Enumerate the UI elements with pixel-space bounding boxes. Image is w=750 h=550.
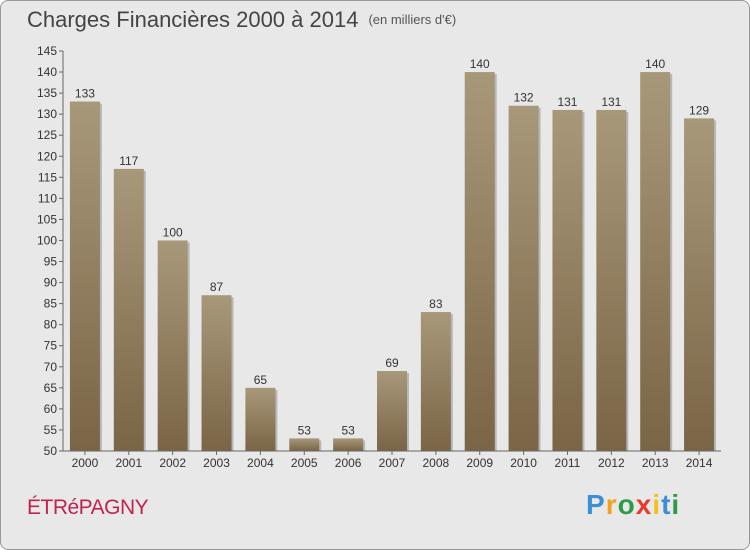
y-tick-label: 120 <box>37 149 57 163</box>
y-tick-label: 65 <box>44 381 58 395</box>
x-tick-label: 2002 <box>159 456 186 470</box>
logo-letter: t <box>661 489 672 520</box>
y-tick-label: 60 <box>44 402 58 416</box>
x-tick-label: 2008 <box>423 456 450 470</box>
bar <box>113 168 144 452</box>
y-axis: 50 55 60 65 70 75 80 85 90 95 100 105 110 115 120 125 13… <box>37 44 64 458</box>
logo-letter: r <box>605 489 618 520</box>
data-label: 53 <box>298 423 312 437</box>
y-tick-label: 100 <box>37 233 57 247</box>
x-tick-label: 2010 <box>510 456 537 470</box>
bar <box>684 118 715 452</box>
y-tick-label: 105 <box>37 212 57 226</box>
logo-letter: o <box>617 489 636 520</box>
bar <box>245 387 276 451</box>
bars: 133 117 100 87 65 53 53 69 83 140 132 131 131 140 129 <box>69 57 717 452</box>
bar <box>157 240 188 451</box>
data-label: 53 <box>341 423 355 437</box>
x-tick-label: 2003 <box>203 456 230 470</box>
y-tick-label: 130 <box>37 107 57 121</box>
bar <box>640 72 671 451</box>
data-label: 131 <box>557 95 577 109</box>
y-tick-label: 90 <box>44 276 58 290</box>
data-label: 83 <box>429 297 443 311</box>
x-tick-label: 2014 <box>686 456 713 470</box>
x-tick-label: 2013 <box>642 456 669 470</box>
y-tick-label: 55 <box>44 423 58 437</box>
logo-letter: i <box>652 489 662 520</box>
bar <box>552 109 583 452</box>
commune-name: ÉTRéPAGNY <box>27 496 149 519</box>
bar <box>69 101 100 452</box>
y-tick-label: 80 <box>44 318 58 332</box>
chart-subtitle: (en milliers d'€) <box>368 12 457 27</box>
logo-letter: x <box>635 489 653 520</box>
y-tick-label: 50 <box>44 444 58 458</box>
x-tick-label: 2001 <box>115 456 142 470</box>
bar <box>596 109 627 452</box>
x-tick-label: 2000 <box>72 456 99 470</box>
y-tick-label: 145 <box>37 44 57 58</box>
x-tick-label: 2009 <box>466 456 493 470</box>
data-label: 133 <box>75 87 95 101</box>
logo-letter: P <box>586 489 606 520</box>
data-label: 117 <box>119 154 138 168</box>
y-tick-label: 85 <box>44 297 58 311</box>
bar <box>508 105 539 451</box>
y-tick-label: 115 <box>38 170 57 184</box>
x-tick-label: 2012 <box>598 456 625 470</box>
bar <box>377 371 407 451</box>
x-tick-label: 2006 <box>335 456 362 470</box>
y-tick-label: 95 <box>44 255 58 269</box>
data-label: 65 <box>254 373 268 387</box>
data-label: 140 <box>645 57 665 71</box>
x-tick-label: 2007 <box>379 456 406 470</box>
x-tick-label: 2005 <box>291 456 318 470</box>
x-axis: 2000 2001 2002 2003 2004 2005 2006 2007 2008 2009… <box>63 450 721 470</box>
y-tick-label: 110 <box>38 191 57 205</box>
logo-letter: i <box>671 489 681 520</box>
data-label: 140 <box>470 57 490 71</box>
y-tick-label: 75 <box>44 339 58 353</box>
bar <box>201 295 232 451</box>
y-tick-label: 140 <box>37 65 57 79</box>
data-label: 87 <box>210 280 224 294</box>
data-label: 129 <box>689 103 709 117</box>
y-tick-label: 70 <box>44 360 58 374</box>
data-label: 132 <box>514 91 534 105</box>
data-label: 69 <box>385 356 399 370</box>
chart-title: Charges Financières 2000 à 2014 <box>27 7 359 32</box>
bar <box>333 438 364 451</box>
x-tick-label: 2011 <box>555 456 581 470</box>
data-label: 100 <box>163 225 183 239</box>
bar <box>464 72 495 451</box>
bar <box>420 312 451 451</box>
y-tick-label: 135 <box>37 86 57 100</box>
proxiti-logo: Proxiti <box>586 489 680 521</box>
bar <box>289 438 320 451</box>
chart-title-row: Charges Financières 2000 à 2014 (en milli… <box>27 7 456 33</box>
data-label: 131 <box>601 95 621 109</box>
y-tick-label: 125 <box>37 128 57 142</box>
x-tick-label: 2004 <box>247 456 274 470</box>
